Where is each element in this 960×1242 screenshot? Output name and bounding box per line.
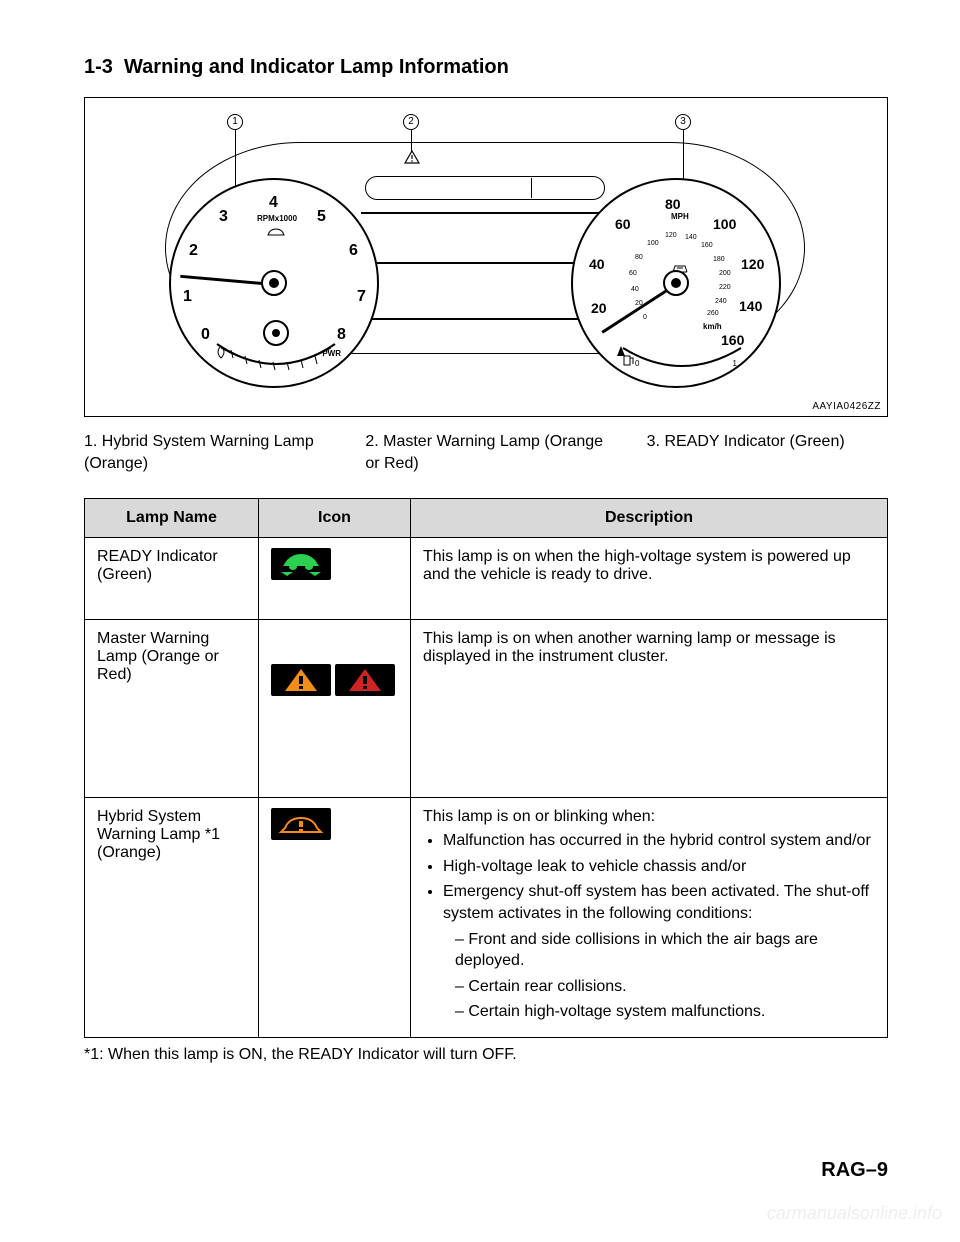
section-heading: Warning and Indicator Lamp Information (124, 56, 509, 78)
legend-item-2: 2. Master Warning Lamp (Orange or Red) (365, 431, 606, 474)
desc-sub-bullet: Certain rear collisions. (455, 976, 875, 998)
col-icon: Icon (259, 499, 411, 538)
master-warning-icon-red (335, 664, 395, 696)
tach-center-cap (261, 270, 287, 296)
section-title: 1-3 Warning and Indicator Lamp Informati… (84, 56, 888, 79)
lamp-name: READY Indicator (Green) (85, 538, 259, 620)
desc-bullet: High-voltage leak to vehicle chassis and… (443, 856, 875, 878)
hybrid-car-icon (265, 226, 287, 238)
legend-item-1: 1. Hybrid System Warning Lamp (Orange) (84, 431, 325, 474)
ready-indicator-icon (271, 548, 331, 580)
speedometer-gauge: 20 40 60 80 100 120 140 160 MPH 20 40 60… (571, 178, 781, 388)
lamp-description: This lamp is on when another warning lam… (411, 620, 888, 798)
instrument-cluster-diagram: 1 2 3 0 1 2 3 4 5 6 7 8 RPMx1000 (84, 97, 888, 417)
master-warning-icon-orange (271, 664, 331, 696)
desc-bullet: Emergency shut-off system has been activ… (443, 881, 875, 1023)
master-warning-triangle-icon (404, 150, 420, 164)
tach-needle (180, 275, 274, 286)
tachometer-gauge: 0 1 2 3 4 5 6 7 8 RPMx1000 PWR (169, 178, 379, 388)
lamp-icon-cell (259, 620, 411, 798)
lamp-name: Hybrid System Warning Lamp *1 (Orange) (85, 798, 259, 1038)
desc-intro: This lamp is on or blinking when: (423, 808, 875, 826)
page-number: RAG–9 (821, 1159, 888, 1182)
desc-sub-bullet: Certain high-voltage system malfunctions… (455, 1001, 875, 1023)
diagram-legend: 1. Hybrid System Warning Lamp (Orange) 2… (84, 431, 888, 474)
lamp-icon-cell (259, 538, 411, 620)
lamp-description: This lamp is on or blinking when: Malfun… (411, 798, 888, 1038)
footnote: *1: When this lamp is ON, the READY Indi… (84, 1046, 888, 1064)
section-number: 1-3 (84, 56, 113, 78)
table-row: READY Indicator (Green) This lamp is on … (85, 538, 888, 620)
diagram-id: AAYIA0426ZZ (812, 401, 881, 412)
desc-sub-bullet: Front and side collisions in which the a… (455, 929, 875, 972)
fuel-pump-icon (623, 354, 635, 366)
table-row: Master Warning Lamp (Orange or Red) This… (85, 620, 888, 798)
table-row: Hybrid System Warning Lamp *1 (Orange) T… (85, 798, 888, 1038)
col-description: Description (411, 499, 888, 538)
lamp-name: Master Warning Lamp (Orange or Red) (85, 620, 259, 798)
hybrid-system-warning-icon (271, 808, 331, 840)
callout-3: 3 (675, 114, 691, 130)
col-lamp-name: Lamp Name (85, 499, 259, 538)
callout-1: 1 (227, 114, 243, 130)
lamp-description: This lamp is on when the high-voltage sy… (411, 538, 888, 620)
speedo-center-cap (663, 270, 689, 296)
watermark: carmanualsonline.info (767, 1203, 942, 1224)
lamp-table: Lamp Name Icon Description READY Indicat… (84, 498, 888, 1038)
pwr-arc (211, 340, 341, 376)
table-header-row: Lamp Name Icon Description (85, 499, 888, 538)
legend-item-3: 3. READY Indicator (Green) (647, 431, 888, 474)
desc-bullet: Malfunction has occurred in the hybrid c… (443, 830, 875, 852)
callout-2: 2 (403, 114, 419, 130)
lamp-icon-cell (259, 798, 411, 1038)
